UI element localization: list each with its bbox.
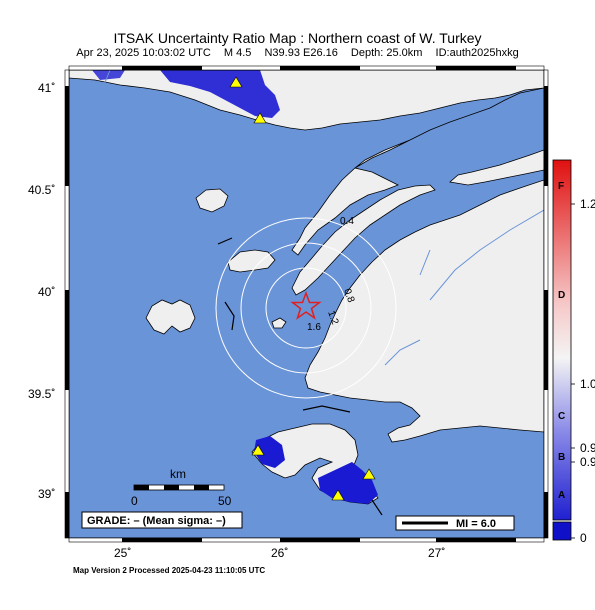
grade-letter-a: A [558,490,565,501]
mi-legend-box [395,515,515,531]
scale-start: 0 [131,494,138,508]
station-marker [362,468,376,480]
island-samothrace [195,188,229,213]
event-location: N39.93 E26.16 [264,47,338,59]
epicenter-star-icon [290,290,322,320]
land-thrace [69,70,544,256]
colorbar-min-swatch [552,521,572,541]
scale-bar: km 0 50 [131,467,232,508]
grade-letter-d: D [558,290,565,301]
map-area [69,70,544,538]
contour-label-1-6: 1.6 [307,322,321,333]
contour-label-0-4: 0.4 [340,216,354,227]
frame-ticks [64,65,549,543]
lat-label: 40.5˚ [28,183,55,197]
grade-letter-b: B [558,452,565,463]
lon-label: 25˚ [114,546,131,560]
event-depth: Depth: 25.0km [350,47,423,59]
island-tenedos [271,317,287,329]
lon-label: 27˚ [428,546,445,560]
seismic-stations [229,76,376,501]
map-version-footer: Map Version 2 Processed 2025-04-23 11:10… [73,566,266,575]
event-info: Apr 23, 2025 10:03:02 UTC M 4.5 N39.93 E… [0,47,595,59]
colorbar-value: 1.2 [580,197,595,211]
colorbar: F D C B A 1.2 1.0 0.9 0.9 0 [552,159,595,545]
colorbar-value: 1.0 [580,377,595,391]
colorbar-value: 0.9 [580,455,595,469]
station-marker [251,444,265,456]
mi-legend-text: MI = 6.0 [456,518,496,530]
grade-text: GRADE: – (Mean sigma: –) [87,515,226,527]
colorbar-value: 0.9 [580,441,595,455]
land-marmara-south [449,149,544,186]
grade-box [81,511,243,529]
island-lemnos [145,299,196,335]
lon-label: 26˚ [271,546,288,560]
grade-letter-c: C [558,411,565,422]
station-marker [253,112,267,124]
map-title: ITSAK Uncertainty Ratio Map : Northern c… [113,30,482,46]
lat-label: 41˚ [38,81,55,95]
rivers [89,70,544,366]
contour-lines [215,217,397,399]
contour-label-1-2: 1.2 [325,309,340,326]
fault-lines [217,237,383,516]
event-date: Apr 23, 2025 10:03:02 UTC [76,47,211,59]
lat-label: 39.5˚ [28,387,55,401]
contour-label-0-8: 0.8 [341,287,356,304]
land-gallipoli [291,184,436,296]
station-marker [229,76,243,88]
island-imbros [227,249,276,273]
colorbar-gradient [552,159,572,521]
event-magnitude: M 4.5 [223,47,252,59]
grade-letter-f: F [558,181,564,192]
station-marker [331,489,345,501]
colorbar-value: 0 [580,531,587,545]
scale-end: 50 [218,494,232,508]
lat-label: 40˚ [38,285,55,299]
scale-unit: km [170,467,186,481]
high-uncertainty-areas [92,70,378,504]
lat-label: 39˚ [38,487,55,501]
event-id: ID:auth2025hxkg [435,47,519,59]
